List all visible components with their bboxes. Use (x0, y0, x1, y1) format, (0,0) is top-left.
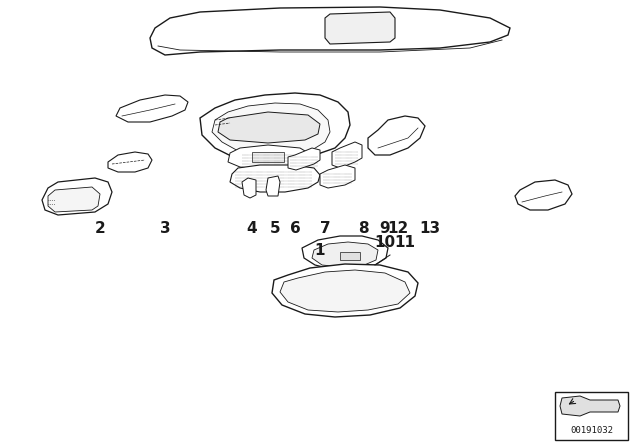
Text: 7: 7 (320, 220, 330, 236)
Text: 2: 2 (95, 220, 106, 236)
Text: 12: 12 (387, 220, 408, 236)
Polygon shape (302, 236, 388, 270)
Text: 9: 9 (380, 220, 390, 236)
Text: 00191032: 00191032 (570, 426, 613, 435)
Polygon shape (116, 95, 188, 122)
Polygon shape (320, 165, 355, 188)
Polygon shape (266, 176, 280, 196)
Polygon shape (252, 152, 284, 162)
Text: 1: 1 (315, 242, 325, 258)
Polygon shape (340, 252, 360, 260)
Polygon shape (288, 148, 320, 170)
Text: 10: 10 (374, 234, 396, 250)
Polygon shape (108, 152, 152, 172)
Polygon shape (332, 142, 362, 168)
Text: 13: 13 (419, 220, 440, 236)
Polygon shape (48, 187, 100, 212)
Polygon shape (560, 396, 620, 416)
Polygon shape (555, 392, 628, 440)
Polygon shape (150, 7, 510, 55)
Polygon shape (212, 103, 330, 156)
Text: 5: 5 (269, 220, 280, 236)
Polygon shape (515, 180, 572, 210)
Polygon shape (218, 112, 320, 143)
Polygon shape (230, 165, 320, 192)
Polygon shape (42, 178, 112, 215)
Text: 11: 11 (394, 234, 415, 250)
Polygon shape (242, 178, 256, 198)
Text: 6: 6 (290, 220, 300, 236)
Polygon shape (368, 116, 425, 155)
Polygon shape (325, 12, 395, 44)
Polygon shape (280, 270, 410, 312)
Polygon shape (228, 145, 310, 170)
Text: 4: 4 (246, 220, 257, 236)
Text: 8: 8 (358, 220, 368, 236)
Polygon shape (312, 242, 378, 267)
Text: 3: 3 (160, 220, 170, 236)
Polygon shape (272, 264, 418, 317)
Polygon shape (200, 93, 350, 162)
